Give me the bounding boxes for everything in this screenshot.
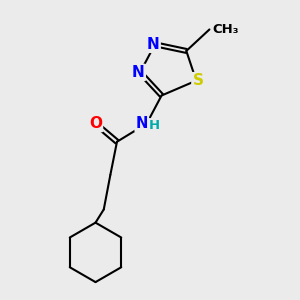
Text: H: H (148, 119, 160, 132)
Text: N: N (136, 116, 148, 131)
Text: O: O (89, 116, 102, 131)
Text: S: S (192, 73, 203, 88)
Text: N: N (132, 65, 145, 80)
Text: N: N (147, 37, 160, 52)
Text: CH₃: CH₃ (213, 23, 239, 36)
